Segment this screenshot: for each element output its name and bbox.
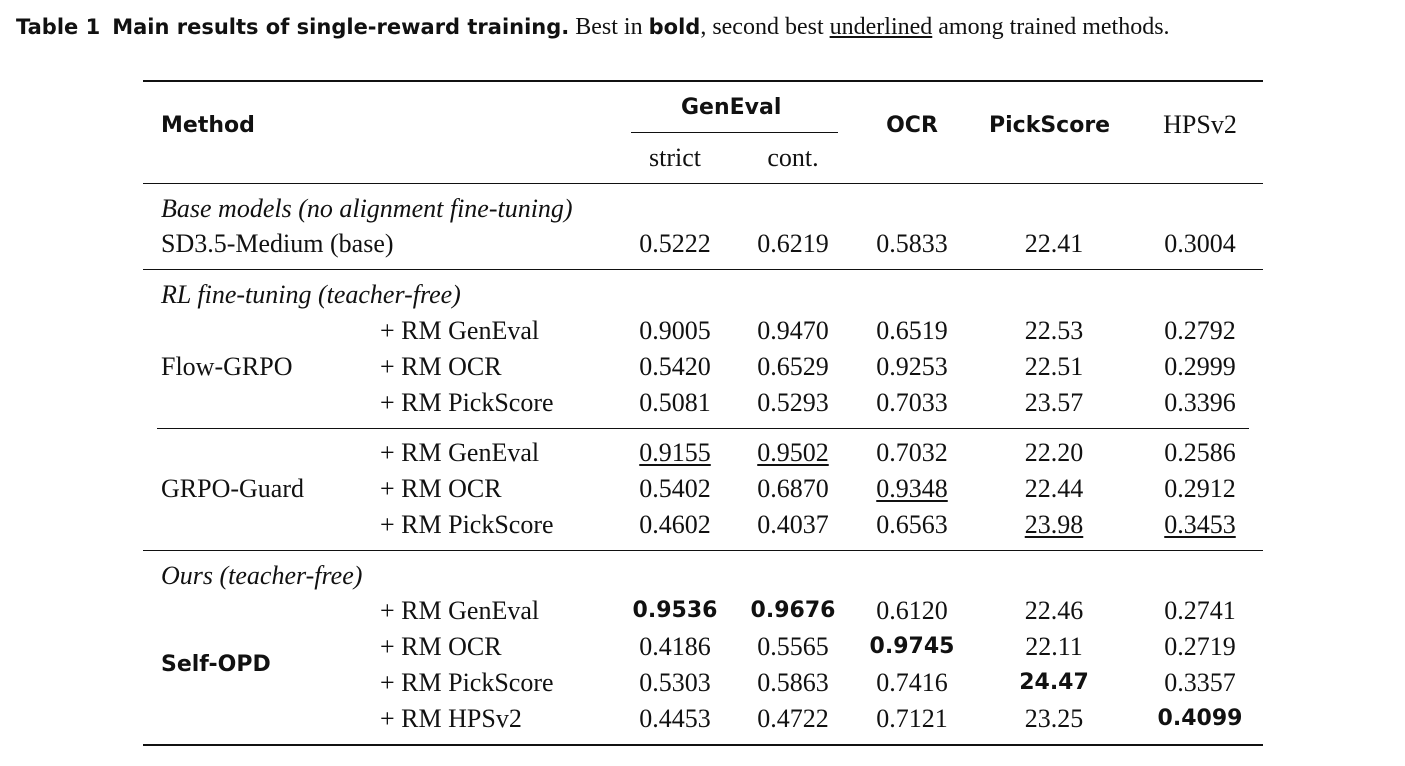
flow-pick-ocr: 0.7033 (876, 388, 948, 417)
guard-pick-pick: 23.98 (1024, 510, 1084, 539)
guard-ocr-variant: + RM OCR (380, 474, 502, 503)
guard-pick-cont: 0.4037 (757, 510, 829, 539)
header-method: Method (161, 113, 255, 138)
sd35-pick: 22.41 (1024, 229, 1084, 258)
sd35-ocr: 0.5833 (876, 229, 948, 258)
guard-pick-variant: + RM PickScore (380, 510, 554, 539)
self-geneval-variant: + RM GenEval (380, 596, 540, 625)
flow-pick-pick: 23.57 (1024, 388, 1084, 417)
flow-ocr-cont: 0.6529 (757, 352, 829, 381)
flow-geneval-variant: + RM GenEval (380, 316, 540, 345)
flow-ocr-hps: 0.2999 (1164, 352, 1236, 381)
guard-geneval-pick: 22.20 (1024, 438, 1084, 467)
self-ocr-cont: 0.5565 (757, 632, 829, 661)
group-flow-grpo: Flow-GRPO (161, 352, 293, 381)
flow-pick-hps: 0.3396 (1164, 388, 1236, 417)
self-hps-cont: 0.4722 (757, 704, 829, 733)
self-hps-hps: 0.4099 (1157, 706, 1243, 731)
flow-pick-cont: 0.5293 (757, 388, 829, 417)
header-pickscore: PickScore (989, 113, 1111, 138)
flow-ocr-variant: + RM OCR (380, 352, 502, 381)
flow-ocr-ocr: 0.9253 (876, 352, 948, 381)
header-geneval: GenEval (681, 95, 782, 120)
guard-ocr-strict: 0.5402 (639, 474, 711, 503)
self-geneval-pick: 22.46 (1024, 596, 1084, 625)
caption-text-1: Best in (575, 14, 643, 40)
flow-geneval-cont: 0.9470 (757, 316, 829, 345)
self-ocr-pick: 22.11 (1025, 632, 1083, 661)
self-pick-strict: 0.5303 (639, 668, 711, 697)
self-pick-variant: + RM PickScore (380, 668, 554, 697)
self-ocr-variant: + RM OCR (380, 632, 502, 661)
guard-geneval-hps: 0.2586 (1164, 438, 1236, 467)
self-hps-pick: 23.25 (1024, 704, 1084, 733)
self-hps-variant: + RM HPSv2 (380, 704, 522, 733)
header-strict: strict (649, 143, 701, 172)
section-ours: Ours (teacher-free) (161, 561, 363, 590)
flow-ocr-pick: 22.51 (1024, 352, 1084, 381)
section-rl: RL fine-tuning (teacher-free) (161, 280, 461, 309)
self-hps-strict: 0.4453 (639, 704, 711, 733)
self-pick-cont: 0.5863 (757, 668, 829, 697)
guard-ocr-ocr: 0.9348 (876, 474, 948, 503)
guard-ocr-pick: 22.44 (1024, 474, 1084, 503)
section-base: Base models (no alignment fine-tuning) (161, 194, 573, 223)
self-hps-ocr: 0.7121 (876, 704, 948, 733)
self-ocr-ocr: 0.9745 (869, 634, 955, 659)
header-ocr: OCR (886, 113, 938, 138)
header-hpsv2: HPSv2 (1163, 110, 1237, 139)
bottom-rule (143, 744, 1263, 746)
sd35-cont: 0.6219 (757, 229, 829, 258)
header-rule (143, 183, 1263, 184)
table-caption: Table 1 Main results of single-reward tr… (16, 14, 1396, 41)
group-sd35: SD3.5-Medium (base) (161, 229, 394, 258)
caption-title: Main results of single-reward training. (112, 15, 570, 39)
guard-pick-strict: 0.4602 (639, 510, 711, 539)
caption-text-3: among trained methods. (938, 14, 1170, 40)
guard-ocr-hps: 0.2912 (1164, 474, 1236, 503)
header-cont: cont. (767, 143, 819, 172)
section-rule-2 (143, 550, 1263, 551)
guard-ocr-cont: 0.6870 (757, 474, 829, 503)
self-pick-hps: 0.3357 (1164, 668, 1236, 697)
sd35-strict: 0.5222 (639, 229, 711, 258)
flow-pick-strict: 0.5081 (639, 388, 711, 417)
flow-geneval-pick: 22.53 (1024, 316, 1084, 345)
flow-ocr-strict: 0.5420 (639, 352, 711, 381)
self-pick-pick: 24.47 (1019, 670, 1089, 695)
guard-pick-ocr: 0.6563 (876, 510, 948, 539)
group-rule (157, 428, 1249, 429)
self-ocr-strict: 0.4186 (639, 632, 711, 661)
caption-text-2: , second best (700, 14, 824, 40)
group-self-opd: Self-OPD (161, 652, 271, 677)
sd35-hps: 0.3004 (1164, 229, 1236, 258)
caption-underline-word: underlined (829, 14, 933, 40)
flow-geneval-strict: 0.9005 (639, 316, 711, 345)
guard-pick-hps: 0.3453 (1164, 510, 1236, 539)
geneval-span-rule (631, 132, 838, 133)
self-geneval-ocr: 0.6120 (876, 596, 948, 625)
results-table: Method GenEval strict cont. OCR PickScor… (143, 80, 1263, 750)
caption-label: Table 1 (16, 15, 101, 39)
self-geneval-hps: 0.2741 (1164, 596, 1236, 625)
caption-bold-word: bold (648, 15, 701, 39)
flow-geneval-ocr: 0.6519 (876, 316, 948, 345)
self-ocr-hps: 0.2719 (1164, 632, 1236, 661)
self-geneval-cont: 0.9676 (750, 598, 836, 623)
flow-pick-variant: + RM PickScore (380, 388, 554, 417)
flow-geneval-hps: 0.2792 (1164, 316, 1236, 345)
guard-geneval-ocr: 0.7032 (876, 438, 948, 467)
top-rule (143, 80, 1263, 82)
self-geneval-strict: 0.9536 (632, 598, 718, 623)
section-rule-1 (143, 269, 1263, 270)
guard-geneval-strict: 0.9155 (639, 438, 711, 467)
guard-geneval-cont: 0.9502 (757, 438, 829, 467)
group-grpo-guard: GRPO-Guard (161, 474, 304, 503)
guard-geneval-variant: + RM GenEval (380, 438, 540, 467)
self-pick-ocr: 0.7416 (876, 668, 948, 697)
